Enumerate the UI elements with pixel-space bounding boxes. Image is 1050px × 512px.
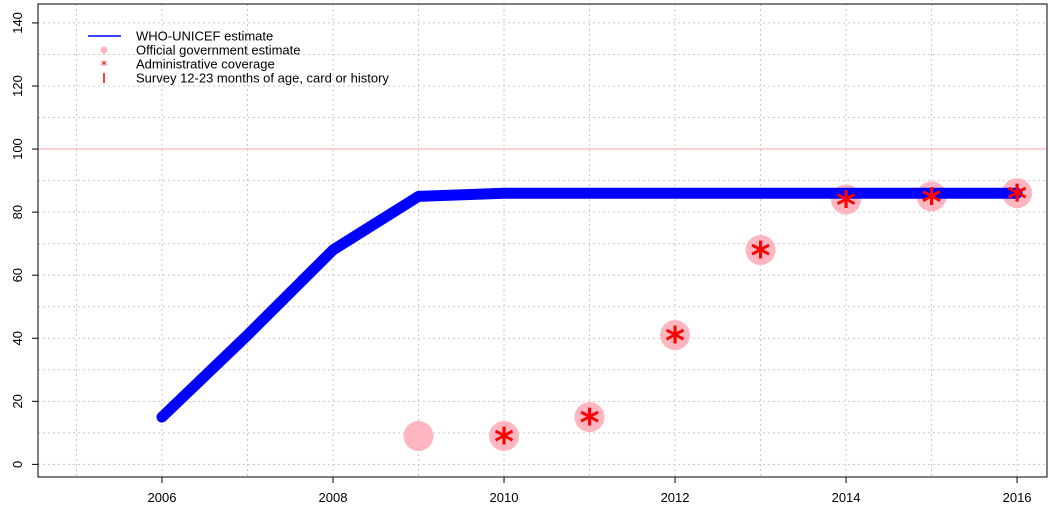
administrative-coverage-point: * [494,420,514,464]
plot-frame [37,3,1048,478]
y-tick-label: 0 [10,461,25,468]
y-tick-label: 20 [10,394,25,408]
who-unicef-estimate-line [156,187,1023,423]
legend-label: Official government estimate [136,43,301,58]
grid-lines [38,4,1047,477]
y-tick-label: 80 [10,205,25,219]
legend-item: WHO-UNICEF estimate [88,29,273,44]
official-estimate-point [745,234,776,265]
x-tick-label: 2008 [319,490,348,505]
y-tick-label: 60 [10,268,25,282]
axes: 2006 2008 2010 2012 2014 2016 0 20 40 60 80 100 120 1… [10,12,1032,505]
y-tick-label: 140 [10,12,25,34]
legend-asterisk-swatch: * [101,59,108,74]
administrative-coverage-point: * [922,180,942,224]
series-layer: * * * * * * * [156,177,1033,464]
administrative-coverage-point: * [751,234,771,278]
administrative-coverage-point: * [580,401,600,445]
legend-dot-swatch [100,46,108,54]
x-tick-label: 2014 [832,490,861,505]
legend-item: Survey 12-23 months of age, card or hist… [103,71,389,86]
administrative-coverage-point: * [836,184,856,228]
legend-label: WHO-UNICEF estimate [136,29,273,44]
official-estimate-point [574,402,605,433]
x-tick-label: 2012 [661,490,690,505]
legend-item: Official government estimate [100,43,301,58]
official-estimate-point [660,320,691,351]
administrative-coverage-point: * [665,319,685,363]
official-estimate-point [403,421,434,452]
x-tick-label: 2006 [148,490,177,505]
administrative-coverage-point: * [1007,177,1027,221]
x-tick-label: 2010 [490,490,519,505]
x-tick-label: 2016 [1003,490,1032,505]
legend-label: Administrative coverage [136,57,275,72]
y-tick-label: 100 [10,138,25,160]
official-estimate-point [489,421,520,452]
legend-item: * Administrative coverage [101,57,275,75]
legend-label: Survey 12-23 months of age, card or hist… [136,71,389,86]
y-tick-label: 120 [10,75,25,97]
y-tick-label: 40 [10,331,25,345]
